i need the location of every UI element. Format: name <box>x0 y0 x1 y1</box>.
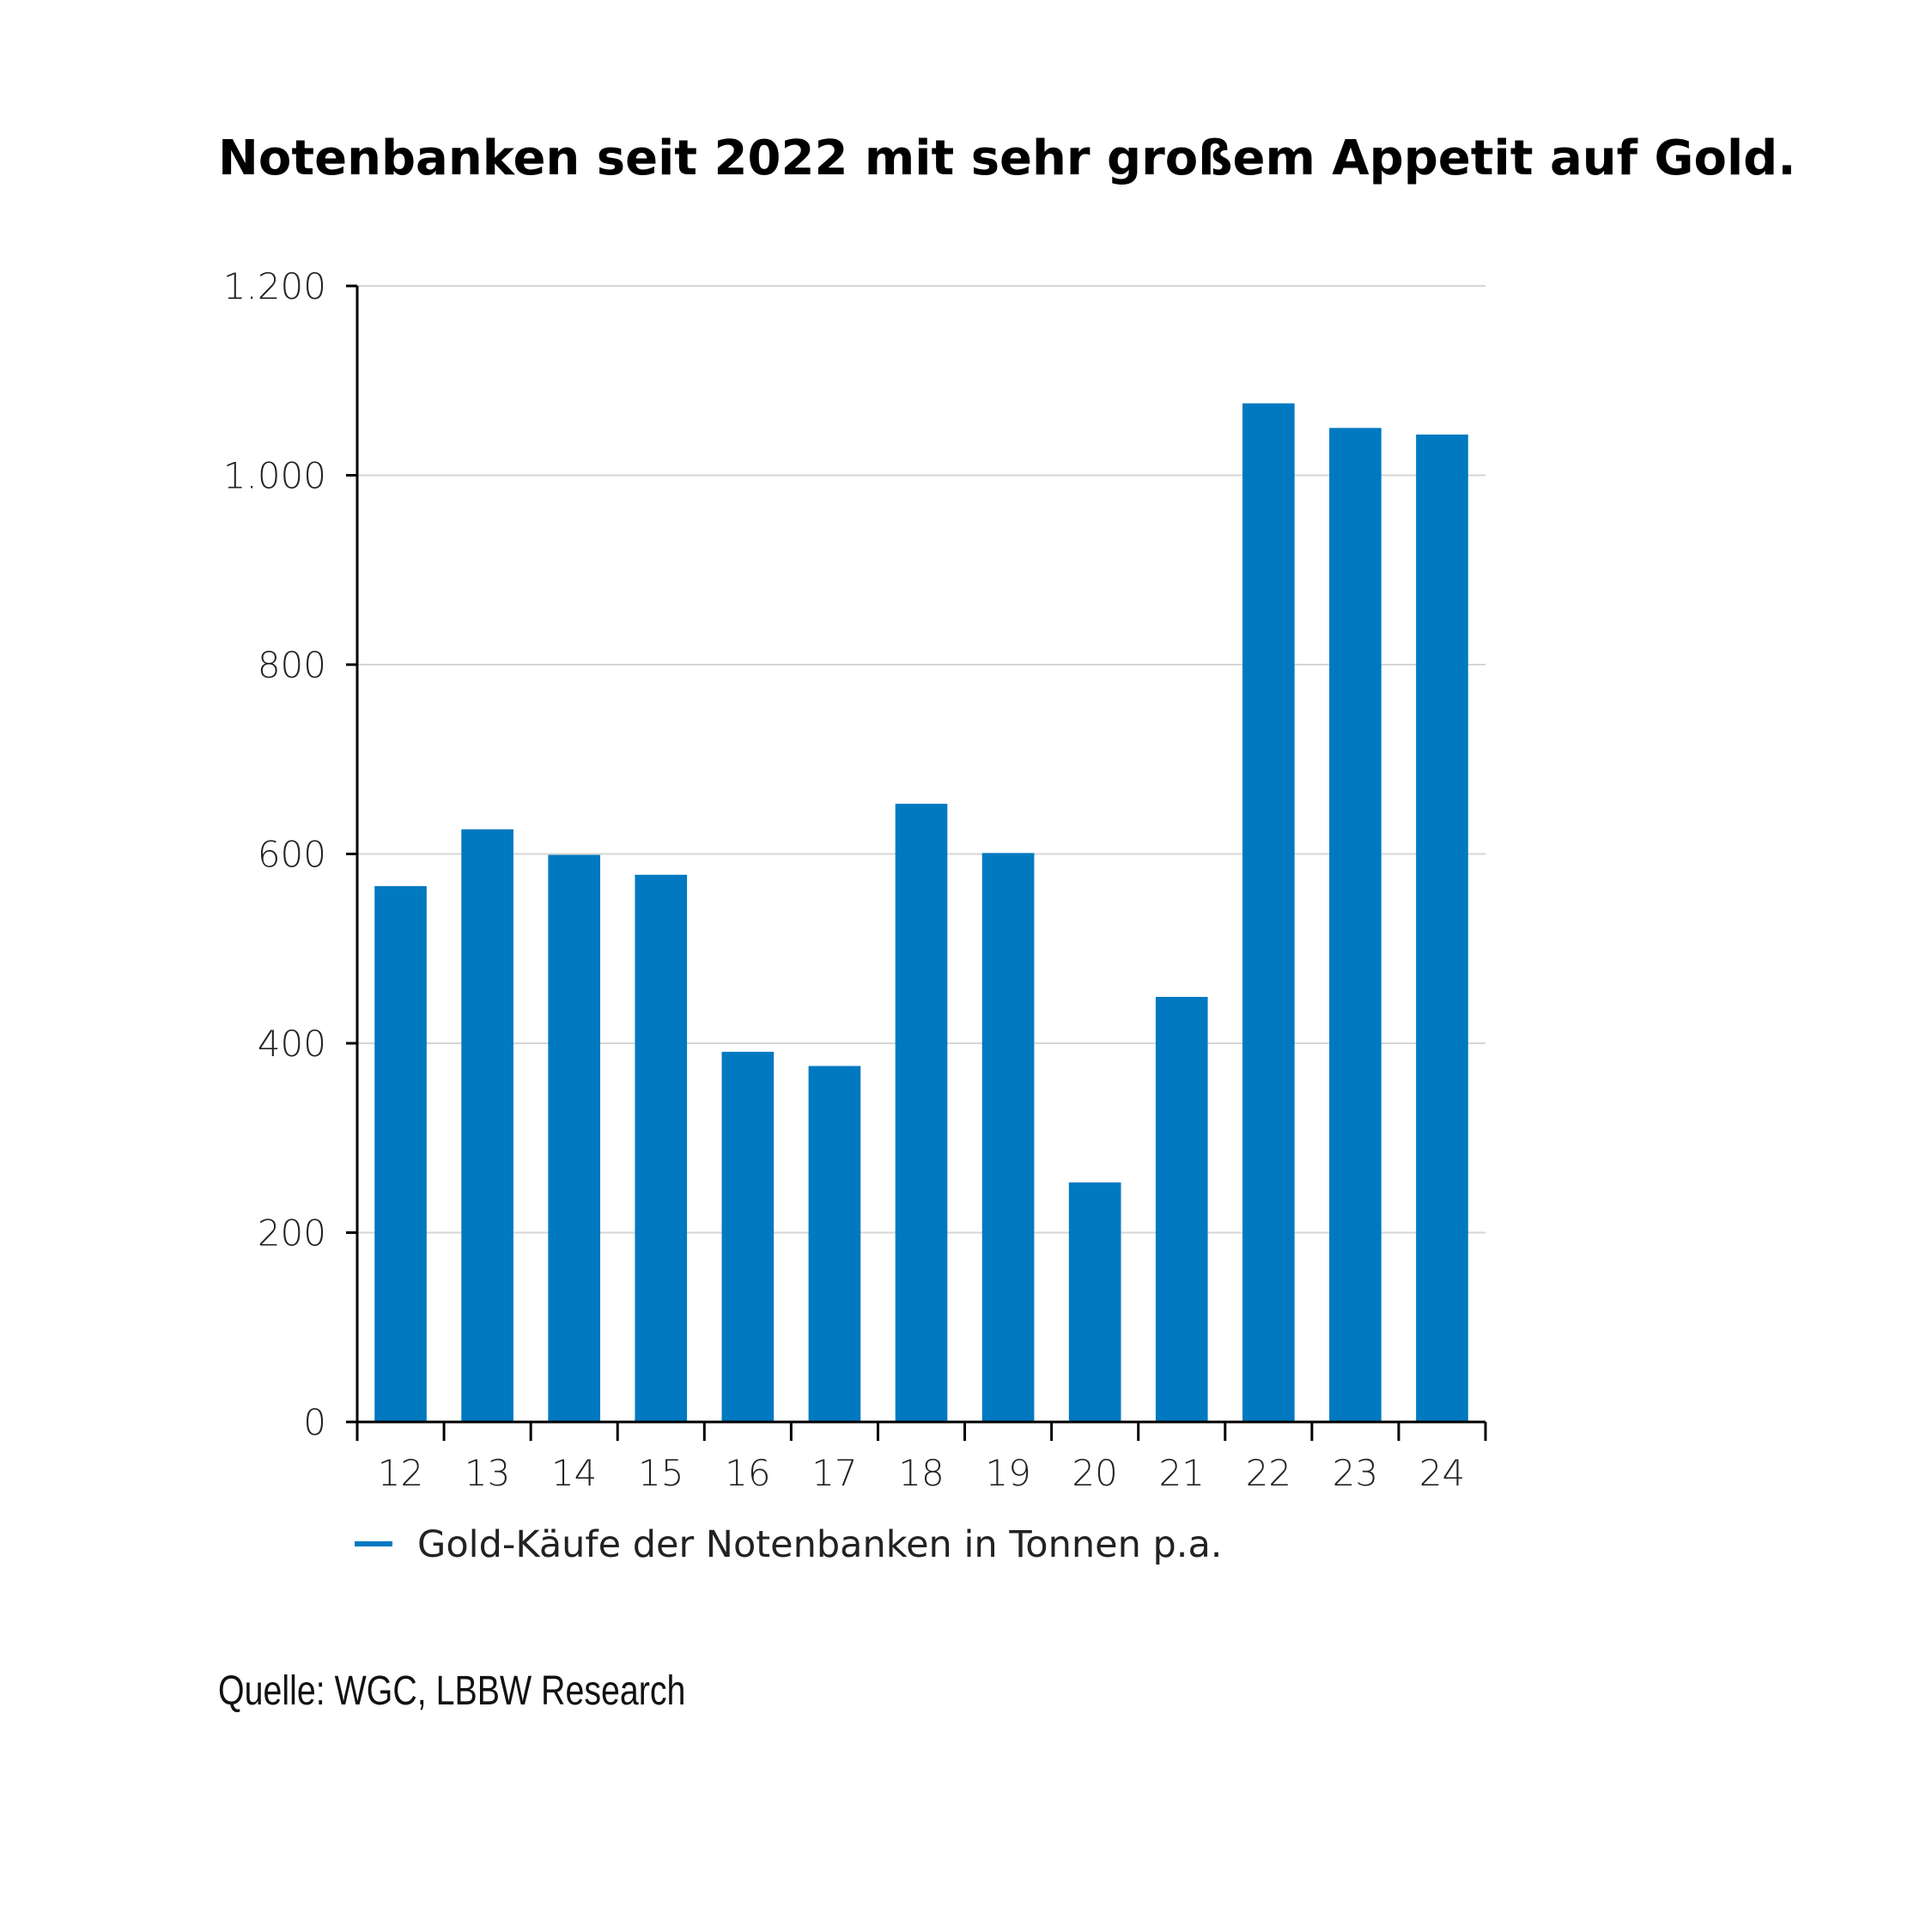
y-tick-label: 400 <box>258 1023 326 1065</box>
bar-14 <box>548 854 601 1422</box>
y-tick-labels: 0 200 400 600 800 1.000 1.200 <box>223 265 326 1443</box>
chart-title: Notenbanken seit 2022 mit sehr großem Ap… <box>218 131 1796 186</box>
y-tick-label: 1.200 <box>223 265 326 307</box>
x-tick-labels: 12 13 14 15 16 17 18 19 20 21 22 23 24 <box>378 1452 1465 1494</box>
bar-13 <box>461 829 513 1422</box>
x-tick-label: 17 <box>811 1452 857 1494</box>
y-tick-label: 200 <box>258 1212 326 1255</box>
y-tick-label: 600 <box>258 834 326 876</box>
bar-20 <box>1068 1182 1121 1422</box>
axes <box>346 284 1487 1441</box>
bar-22 <box>1242 403 1295 1423</box>
bar-17 <box>808 1066 861 1422</box>
x-tick-label: 22 <box>1246 1452 1291 1494</box>
x-tick-label: 12 <box>378 1452 423 1494</box>
bars <box>374 403 1468 1423</box>
x-tick-label: 16 <box>725 1452 770 1494</box>
bar-23 <box>1329 428 1382 1422</box>
x-tick-label: 19 <box>985 1452 1030 1494</box>
x-tick-label: 21 <box>1159 1452 1205 1494</box>
x-tick-label: 20 <box>1072 1452 1117 1494</box>
source-note: Quelle: WGC, LBBW Research <box>218 1668 685 1714</box>
bar-24 <box>1416 434 1468 1422</box>
y-tick-label: 800 <box>258 644 326 686</box>
y-tick-label: 0 <box>303 1401 326 1443</box>
bar-21 <box>1155 996 1208 1422</box>
y-tick-label: 1.000 <box>223 455 326 497</box>
bar-15 <box>635 874 688 1422</box>
x-tick-label: 24 <box>1419 1452 1465 1494</box>
x-tick-label: 14 <box>551 1452 597 1494</box>
bar-16 <box>721 1051 775 1422</box>
bar-19 <box>981 853 1035 1422</box>
legend-label: Gold-Käufe der Notenbanken in Tonnen p.a… <box>417 1523 1222 1566</box>
x-tick-label: 15 <box>638 1452 683 1494</box>
x-tick-label: 18 <box>898 1452 944 1494</box>
bar-12 <box>374 885 427 1422</box>
x-tick-label: 23 <box>1333 1452 1378 1494</box>
bar-18 <box>895 804 948 1422</box>
x-tick-label: 13 <box>465 1452 510 1494</box>
